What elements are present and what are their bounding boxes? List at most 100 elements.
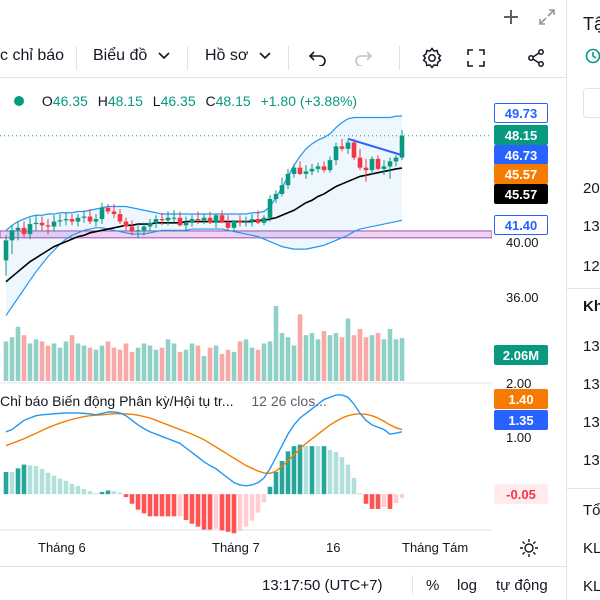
percent-scale-button[interactable]: % [426, 577, 440, 594]
volume-bar [237, 341, 243, 381]
chart-type-button[interactable]: Biểu đồ [93, 47, 170, 65]
candle-body [147, 222, 153, 227]
candle-body [75, 217, 81, 222]
indicators-button[interactable]: c chỉ báo [0, 47, 65, 64]
time-axis-settings-icon[interactable] [516, 535, 542, 561]
fullscreen-icon[interactable] [463, 45, 489, 71]
ma-price-badge: 45.57 [494, 164, 548, 184]
auto-scale-button[interactable]: tự động [496, 577, 548, 594]
volume-bar [261, 343, 267, 381]
toolbar-divider [399, 46, 400, 70]
candle-body [117, 214, 123, 222]
macd-histogram-bar [381, 494, 387, 508]
volume-bar [393, 339, 399, 381]
volume-bar [51, 343, 57, 381]
macd-axis-label: 2.00 [506, 376, 532, 391]
status-divider [412, 575, 413, 595]
volume-bar [201, 356, 207, 381]
candle-body [255, 219, 261, 223]
volume-bar [135, 347, 141, 381]
volume-bar [279, 333, 285, 381]
series-dot-icon[interactable] [14, 96, 24, 106]
undo-icon[interactable] [305, 45, 331, 71]
macd-histogram-bar [261, 494, 267, 503]
candle-body [141, 226, 147, 231]
macd-histogram-bar [387, 494, 393, 509]
volume-bar [45, 345, 51, 381]
clock-time[interactable]: 13:17:50 (UTC+7) [262, 577, 383, 594]
candle-body [273, 193, 279, 199]
candle-body [123, 221, 129, 227]
candle-body [15, 227, 21, 231]
candle-body [291, 167, 297, 174]
volume-bar [309, 333, 315, 381]
ohlc-legend: O46.35 H48.15 L46.35 C48.15 +1.80 (+3.88… [14, 93, 357, 109]
low-value: 46.35 [160, 93, 196, 109]
volume-bar [243, 339, 249, 381]
price-axis-label: 36.00 [506, 290, 539, 305]
macd-histogram-bar [87, 491, 93, 495]
candle-body [369, 158, 375, 171]
candle-body [195, 219, 201, 221]
volume-bar [63, 341, 69, 381]
macd-histogram-bar [141, 494, 147, 514]
volume-bar [357, 328, 363, 381]
panel-button[interactable] [583, 88, 600, 118]
price-chart[interactable] [0, 78, 492, 538]
volume-bar [285, 337, 291, 381]
bollinger-lower-badge: 41.40 [494, 215, 548, 235]
macd-histogram-bar [39, 469, 45, 495]
candle-body [351, 142, 357, 158]
expand-icon[interactable] [534, 4, 560, 30]
candle-body [93, 219, 99, 222]
panel-row-text: 13 [583, 414, 600, 431]
panel-row-text: KL [583, 540, 600, 557]
redo-icon[interactable] [350, 45, 376, 71]
panel-section-title: Kh [583, 298, 600, 315]
volume-bar [219, 353, 225, 381]
volume-bar [363, 337, 369, 381]
volume-bar [21, 335, 27, 381]
candle-body [81, 216, 87, 218]
share-icon[interactable] [523, 45, 549, 71]
volume-bar [213, 345, 219, 381]
volume-bar [333, 333, 339, 381]
trendline-price-badge: 46.73 [494, 145, 548, 165]
candle-body [207, 217, 213, 223]
volume-bar [123, 343, 129, 381]
candle-body [225, 222, 231, 228]
volume-bar [129, 351, 135, 381]
toolbar-divider [288, 46, 289, 70]
candle-body [381, 166, 387, 169]
candle-body [303, 171, 309, 174]
panel-divider [567, 488, 600, 489]
macd-histogram-bar [111, 491, 117, 495]
open-label: O [41, 93, 53, 109]
volume-bar [351, 335, 357, 381]
log-scale-button[interactable]: log [457, 577, 478, 594]
candle-body [333, 146, 339, 161]
chevron-down-icon [259, 52, 271, 59]
open-value: 46.35 [52, 93, 88, 109]
candle-body [3, 240, 9, 261]
macd-legend[interactable]: Chỉ báo Biến động Phân kỳ/Hội tụ tr... 1… [0, 393, 327, 409]
volume-bar [339, 337, 345, 381]
volume-bar [291, 345, 297, 381]
macd-histogram-bar [63, 480, 69, 495]
volume-bar [27, 343, 33, 381]
candle-body [249, 219, 255, 222]
candle-body [357, 157, 363, 168]
candle-body [309, 168, 315, 172]
candle-body [387, 161, 393, 167]
volume-bar [345, 318, 351, 381]
panel-row-text: 12 [583, 258, 600, 275]
add-icon[interactable] [498, 4, 524, 30]
macd-histogram-bar [243, 494, 249, 527]
panel-row-text: KL [583, 578, 600, 595]
profile-button[interactable]: Hồ sơ [205, 47, 271, 65]
volume-bar [75, 343, 81, 381]
status-bar: 13:17:50 (UTC+7) % log tự động [0, 566, 566, 600]
settings-gear-icon[interactable] [419, 45, 445, 71]
macd-histogram-bar [297, 444, 303, 495]
